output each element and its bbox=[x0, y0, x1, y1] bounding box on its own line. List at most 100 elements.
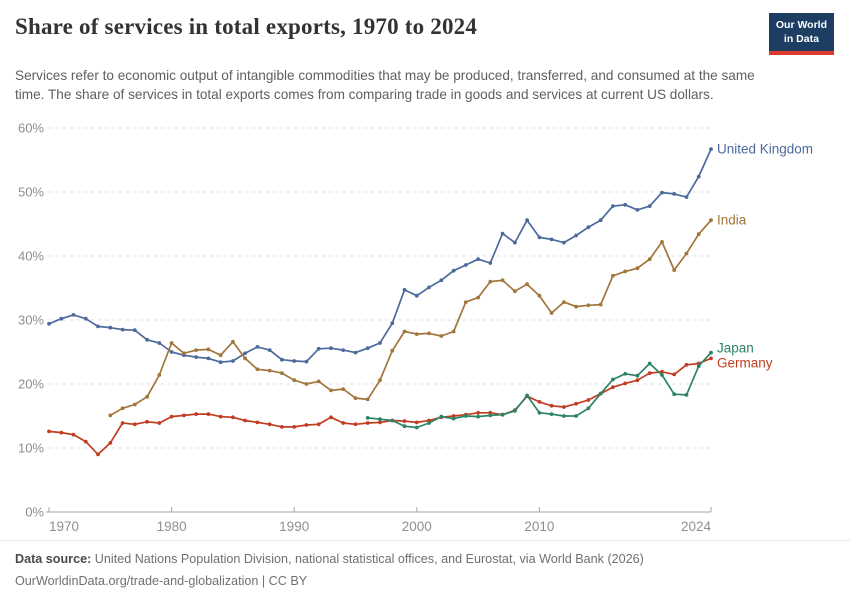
data-point bbox=[267, 368, 272, 373]
y-axis-label: 40% bbox=[18, 249, 44, 264]
data-point bbox=[586, 225, 591, 230]
data-point bbox=[255, 367, 260, 372]
data-point bbox=[218, 360, 223, 365]
data-point bbox=[635, 378, 640, 383]
data-point bbox=[562, 300, 566, 304]
series-label-india[interactable]: India bbox=[717, 213, 747, 228]
data-point bbox=[696, 232, 701, 237]
data-source-label: Data source: bbox=[15, 552, 92, 566]
data-point bbox=[157, 341, 162, 345]
data-point bbox=[611, 204, 615, 209]
data-point bbox=[427, 285, 431, 290]
data-point bbox=[206, 412, 211, 416]
data-point bbox=[476, 414, 480, 419]
data-point bbox=[206, 347, 211, 352]
data-point bbox=[218, 353, 223, 358]
data-point bbox=[537, 293, 542, 298]
data-point bbox=[684, 362, 689, 367]
data-point bbox=[120, 421, 125, 425]
data-point bbox=[365, 397, 370, 402]
y-axis-label: 10% bbox=[18, 441, 44, 456]
data-point bbox=[439, 278, 444, 283]
data-point bbox=[255, 345, 260, 349]
data-point bbox=[537, 400, 542, 404]
data-point bbox=[218, 414, 223, 419]
data-point bbox=[537, 235, 542, 240]
data-point bbox=[672, 392, 677, 397]
chart-subtitle: Services refer to economic output of int… bbox=[15, 67, 755, 103]
data-point bbox=[463, 300, 468, 304]
data-point bbox=[709, 350, 713, 355]
data-point bbox=[623, 371, 628, 376]
series-label-united-kingdom[interactable]: United Kingdom bbox=[717, 142, 813, 157]
data-point bbox=[390, 321, 395, 326]
owid-logo[interactable]: Our World in Data bbox=[768, 13, 834, 56]
data-point bbox=[71, 432, 76, 437]
data-point bbox=[611, 385, 615, 390]
footer-divider bbox=[0, 540, 850, 541]
data-point bbox=[598, 302, 603, 307]
data-point bbox=[549, 311, 554, 315]
data-point bbox=[292, 359, 297, 363]
data-point bbox=[696, 364, 701, 368]
data-point bbox=[525, 282, 529, 287]
series-label-japan[interactable]: Japan bbox=[717, 341, 754, 356]
data-point bbox=[513, 240, 517, 245]
data-point bbox=[476, 295, 480, 300]
series-label-germany[interactable]: Germany bbox=[717, 356, 773, 371]
data-point bbox=[562, 405, 566, 409]
data-point bbox=[292, 425, 297, 429]
data-point bbox=[672, 192, 677, 196]
data-point bbox=[623, 202, 628, 207]
data-point bbox=[59, 316, 64, 321]
data-source-line: Data source: United Nations Population D… bbox=[15, 548, 835, 570]
series-india bbox=[108, 218, 713, 418]
data-point bbox=[414, 425, 419, 430]
data-point bbox=[108, 413, 113, 418]
x-axis-label: 2024 bbox=[681, 519, 712, 534]
data-point bbox=[660, 190, 664, 195]
data-point bbox=[427, 331, 431, 336]
data-point bbox=[623, 381, 628, 386]
data-point bbox=[378, 341, 382, 345]
owid-url-link[interactable]: OurWorldinData.org/trade-and-globalizati… bbox=[15, 574, 259, 589]
data-point bbox=[549, 412, 554, 416]
data-point bbox=[316, 422, 321, 427]
data-point bbox=[145, 419, 150, 424]
data-point bbox=[513, 409, 517, 413]
data-point bbox=[231, 339, 235, 344]
series-united-kingdom bbox=[47, 147, 713, 365]
data-point bbox=[414, 420, 419, 425]
data-point bbox=[182, 413, 186, 418]
data-point bbox=[476, 410, 480, 415]
data-point bbox=[513, 289, 517, 294]
data-point bbox=[414, 293, 419, 298]
x-axis-label: 2000 bbox=[402, 519, 432, 534]
data-point bbox=[647, 361, 652, 366]
page-title: Share of services in total exports, 1970… bbox=[15, 14, 478, 39]
data-point bbox=[647, 257, 652, 262]
data-point bbox=[267, 422, 272, 427]
data-point bbox=[611, 377, 615, 382]
data-point bbox=[365, 416, 370, 420]
data-point bbox=[402, 288, 407, 292]
data-point bbox=[623, 269, 628, 274]
data-point bbox=[255, 420, 260, 425]
data-point bbox=[488, 279, 493, 284]
data-point bbox=[463, 263, 468, 267]
data-point bbox=[549, 403, 554, 408]
data-point bbox=[586, 406, 591, 411]
data-point bbox=[598, 391, 603, 396]
data-point bbox=[390, 418, 395, 423]
data-point bbox=[390, 348, 395, 353]
data-point bbox=[684, 393, 689, 397]
data-point bbox=[574, 414, 578, 418]
data-point bbox=[71, 313, 76, 317]
data-point bbox=[280, 357, 284, 362]
chart-footer: Data source: United Nations Population D… bbox=[15, 548, 835, 592]
data-point bbox=[709, 356, 713, 361]
data-point bbox=[574, 304, 578, 309]
data-point bbox=[194, 355, 199, 359]
data-point bbox=[329, 415, 333, 420]
